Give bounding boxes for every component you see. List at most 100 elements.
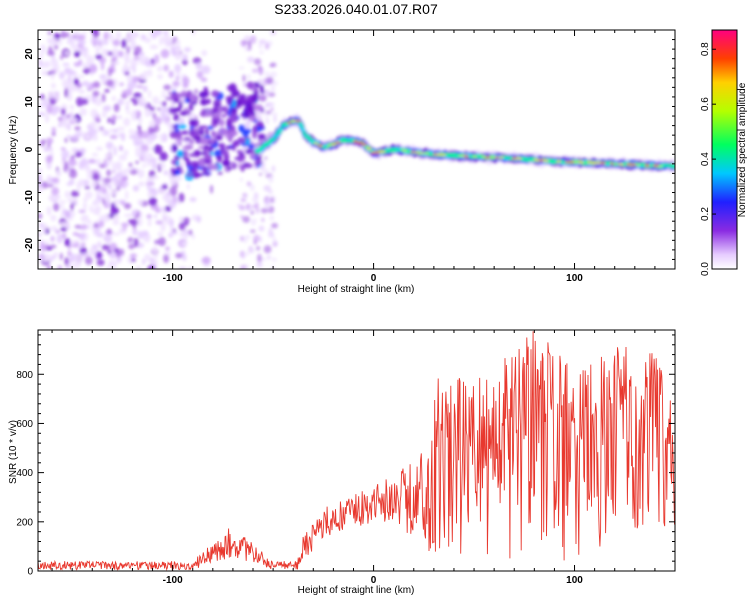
spectrogram-cell — [256, 125, 262, 132]
spectrogram-cell — [238, 124, 246, 133]
spectrogram-cell — [192, 136, 202, 140]
spectrogram-cell — [114, 261, 118, 266]
spectrogram-cell — [83, 197, 88, 203]
spectrogram-cell — [238, 66, 245, 70]
spectrogram-cell — [153, 30, 163, 37]
spectrogram-cell — [175, 160, 180, 166]
spectrogram-cell — [226, 97, 233, 105]
spectrogram-cell — [61, 108, 66, 116]
spectrogram-cell — [57, 265, 63, 269]
spectrogram-cell — [95, 118, 101, 123]
spectrogram-cell — [109, 134, 118, 140]
spectrogram-cell — [126, 74, 134, 82]
spectrogram-cell — [127, 31, 137, 41]
spectrogram-cell — [264, 202, 271, 210]
spectrogram-cell — [200, 137, 208, 145]
spectrogram-cell — [215, 135, 223, 141]
spectrogram-cell — [489, 156, 496, 159]
spectrogram-cell — [69, 104, 75, 110]
spectrogram-cell — [191, 233, 195, 240]
spectrogram-cell — [38, 111, 46, 117]
spectrogram-cell — [626, 163, 634, 166]
spectrogram-cell — [88, 247, 96, 256]
spectrogram-cell — [38, 213, 43, 219]
spectrogram-cell — [93, 134, 98, 141]
spectrogram-cell — [189, 197, 197, 202]
spectrogram-cell — [327, 144, 331, 147]
spectrogram-cell — [256, 262, 263, 268]
spectrogram-cell — [198, 159, 206, 168]
spectrogram-cell — [159, 133, 164, 139]
figure-title: S233.2026.040.01.07.R07 — [274, 1, 438, 17]
spectrogram-cell — [84, 256, 93, 265]
spectrogram-cell — [196, 215, 202, 223]
spectrogram-cell — [257, 156, 262, 160]
spectrogram-cell — [274, 134, 279, 138]
spectrogram-cell — [59, 222, 68, 227]
spectrogram-cell — [182, 217, 191, 222]
spectrogram-cell — [614, 162, 619, 166]
spectrogram-cell — [78, 74, 85, 79]
spectrogram-cell — [110, 206, 119, 216]
spectrogram-cell — [181, 90, 187, 96]
spectrogram-cell — [84, 191, 93, 199]
spectrogram-cell — [122, 226, 127, 231]
spectrogram-cell — [178, 192, 185, 203]
spectrogram-cell — [245, 148, 253, 155]
spectrogram-cell — [155, 220, 164, 225]
spectrogram-cell — [265, 115, 269, 123]
spectrogram-cell — [269, 71, 278, 78]
spectrogram-cell — [117, 98, 124, 106]
spectrogram-cell — [481, 155, 487, 159]
spectrogram-cell — [61, 232, 67, 240]
spectrogram-cell — [64, 238, 71, 247]
spectrogram-cell — [103, 31, 109, 41]
spectrogram-cell — [123, 149, 129, 156]
spectrogram-cell — [38, 62, 47, 69]
spectrogram-cell — [173, 98, 180, 104]
spectrogram-cell — [251, 205, 258, 209]
spectrogram-cell — [146, 183, 151, 191]
spectrogram-cell — [149, 186, 155, 194]
spectrogram-cell — [128, 162, 133, 167]
spectrogram-cell — [317, 144, 323, 147]
spectrogram-cell — [148, 153, 153, 158]
spectrogram-cell — [71, 243, 78, 248]
spectrogram-cell — [74, 126, 81, 131]
spectrogram-cell — [91, 180, 98, 189]
spectrogram-cell — [148, 197, 158, 206]
spectrogram-cell — [193, 115, 198, 120]
spectrogram-cell — [51, 177, 60, 183]
spectrogram-cell — [122, 89, 127, 95]
spectrogram-cell — [272, 138, 277, 140]
spectrogram-cell — [213, 149, 223, 158]
spectrogram-cell — [271, 165, 276, 173]
spectrogram-cell — [433, 153, 437, 156]
spectrogram-cell — [64, 190, 71, 199]
spectrogram-cell — [64, 51, 69, 56]
spectrogram-cell — [163, 30, 169, 36]
spectrogram-cell — [246, 181, 252, 187]
spectrogram-cell — [60, 147, 66, 151]
spectrogram-cell — [155, 208, 161, 213]
spectrogram-cell — [125, 88, 133, 97]
x-tick-label: -100 — [163, 575, 183, 586]
spectrogram-cell — [242, 145, 248, 151]
y-tick-label: 10 — [24, 96, 35, 108]
spectrogram-cell — [185, 157, 191, 167]
spectrogram-cell — [301, 131, 306, 133]
spectrogram-cell — [254, 151, 260, 153]
spectrogram-cell — [81, 224, 88, 230]
spectrogram-cell — [191, 30, 196, 36]
spectrogram-cell — [78, 148, 87, 153]
spectrogram-cell — [40, 93, 45, 100]
spectrogram-cell — [196, 70, 204, 79]
spectrogram-cell — [150, 256, 155, 264]
y-tick-label: 20 — [24, 48, 35, 60]
spectrogram-cell — [246, 81, 254, 90]
spectrogram-cell — [229, 83, 237, 92]
spectrogram-cell — [116, 126, 125, 131]
spectrogram-cell — [101, 93, 106, 103]
spectrogram-cell — [270, 85, 276, 93]
spectrogram-cell — [138, 56, 147, 65]
